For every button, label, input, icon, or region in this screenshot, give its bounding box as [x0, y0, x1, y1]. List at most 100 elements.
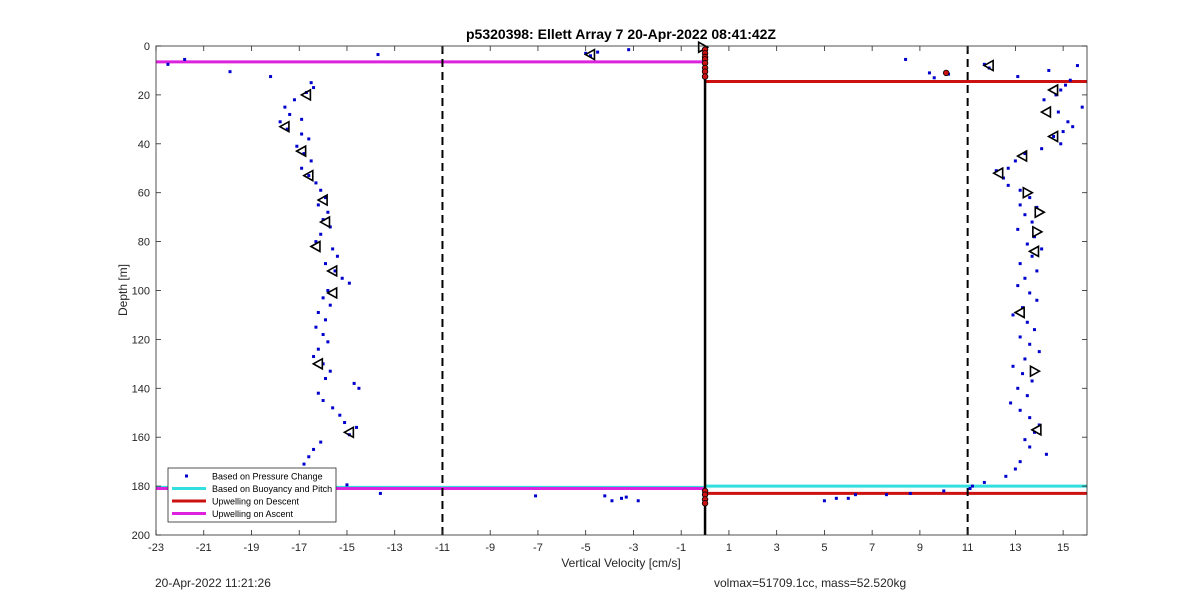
pressure-point [302, 462, 306, 466]
pressure-point [853, 493, 857, 497]
pressure-point [323, 196, 327, 200]
triangle-marker [982, 59, 994, 72]
x-tick-label: 7 [869, 542, 875, 554]
triangle-marker [1027, 245, 1040, 258]
triangle-marker [311, 357, 324, 371]
pressure-point [312, 355, 316, 359]
pressure-point [321, 218, 325, 222]
pressure-point [620, 496, 623, 500]
pressure-point [333, 269, 337, 273]
y-tick-label: 80 [138, 237, 150, 249]
pressure-point [1030, 220, 1034, 224]
triangle-marker [294, 144, 307, 158]
pressure-point [1028, 342, 1032, 346]
triangle-marker [278, 120, 290, 134]
pressure-point [1018, 335, 1022, 339]
x-tick-label: -7 [533, 542, 543, 554]
x-tick-label: 13 [1009, 542, 1021, 554]
pressure-point [1059, 142, 1063, 146]
pressure-point [1025, 320, 1029, 324]
triangle-marker [1013, 306, 1025, 319]
y-tick-label: 40 [138, 139, 150, 151]
pressure-point [335, 254, 339, 258]
pressure-point [534, 494, 538, 498]
pressure-point [166, 62, 170, 66]
pressure-point [1023, 438, 1027, 442]
upwelling-lines [156, 60, 1087, 495]
pressure-point [596, 50, 600, 54]
pressure-point [1004, 474, 1008, 478]
legend-label: Based on Pressure Change [212, 472, 323, 482]
red-markers [315, 46, 950, 507]
pressure-point [314, 240, 318, 244]
pressure-point [636, 499, 640, 503]
pressure-point [982, 480, 986, 484]
pressure-point [1080, 105, 1084, 109]
pressure-point [357, 386, 361, 390]
pressure-point [319, 188, 323, 192]
pressure-point [603, 494, 607, 498]
pressure-point [1023, 213, 1027, 217]
pressure-point [1016, 227, 1020, 231]
triangle-marker [992, 166, 1004, 180]
pressure-point [1025, 242, 1029, 246]
y-tick-label: 60 [138, 188, 150, 200]
pressure-point [323, 318, 327, 322]
triangle-marker [316, 193, 328, 207]
pressure-point [321, 296, 325, 300]
pressure-point [1009, 401, 1013, 405]
pressure-point [338, 413, 342, 417]
x-tick-label: 1 [726, 542, 732, 554]
y-tick-label: 100 [132, 286, 150, 298]
pressure-point [283, 105, 287, 109]
pressure-point [1066, 120, 1070, 124]
pressure-point [1047, 68, 1051, 72]
pressure-point [1013, 159, 1017, 163]
reference-lines [441, 46, 969, 535]
pressure-point [352, 381, 356, 385]
pressure-point [355, 425, 359, 429]
pressure-point [319, 232, 323, 236]
pressure-point [328, 369, 332, 373]
pressure-point [1018, 188, 1022, 192]
pressure-point [1016, 75, 1020, 79]
triangle-marker [1034, 205, 1046, 219]
pressure-point [1006, 166, 1010, 170]
x-tick-label: -3 [629, 542, 639, 554]
pressure-point [316, 391, 320, 395]
legend-swatch [185, 474, 188, 478]
pressure-point [1071, 125, 1075, 129]
pressure-point [1011, 364, 1015, 368]
y-tick-label: 120 [132, 334, 150, 346]
pressure-point [1052, 134, 1056, 138]
red-marker [701, 500, 709, 507]
pressure-point [1056, 110, 1060, 114]
plot-frame [155, 45, 1088, 536]
pressure-point [269, 75, 273, 79]
y-tick-label: 200 [132, 530, 150, 542]
footer-summary: volmax=51709.1cc, mass=52.520kg [714, 576, 907, 590]
triangle-marker [309, 240, 321, 253]
pressure-point [1032, 328, 1036, 332]
pressure-point [908, 491, 912, 495]
legend: Based on Pressure Change Based on Buoyanc… [167, 467, 337, 523]
x-tick-label: 3 [774, 542, 780, 554]
triangle-markers [278, 40, 1059, 481]
pressure-point [1013, 467, 1017, 471]
pressure-point [1068, 78, 1072, 82]
pressure-point [1030, 254, 1034, 258]
pressure-point [1018, 203, 1022, 207]
pressure-point [1016, 386, 1020, 390]
pressure-point [1040, 247, 1044, 251]
pressure-point [331, 406, 335, 410]
pressure-point [300, 117, 304, 121]
x-tick-label: -5 [581, 542, 591, 554]
triangle-marker [326, 264, 338, 278]
pressure-point [309, 81, 313, 85]
red-marker [942, 69, 950, 77]
pressure-point [1035, 269, 1039, 273]
pressure-point [1023, 357, 1027, 361]
pressure-point [307, 455, 311, 459]
x-tick-label: -15 [339, 542, 355, 554]
x-tick-label: -13 [387, 542, 403, 554]
